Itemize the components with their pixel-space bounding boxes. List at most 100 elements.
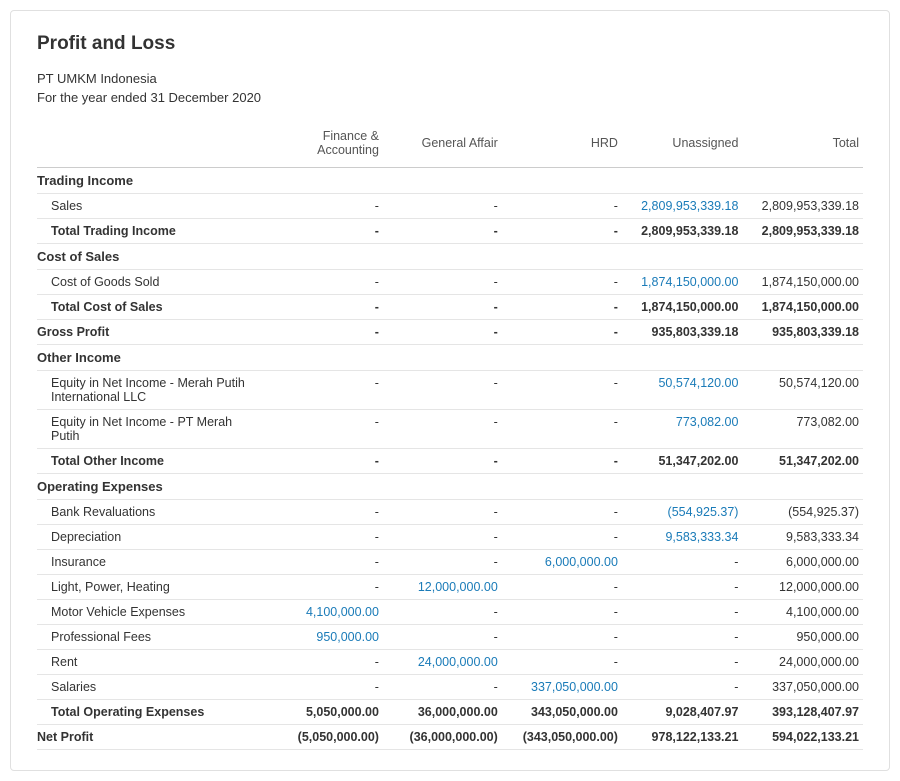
table-row: Professional Fees950,000.00---950,000.00 bbox=[37, 625, 863, 650]
cell: - bbox=[265, 675, 383, 700]
company-name: PT UMKM Indonesia bbox=[37, 71, 863, 86]
pl-table: Finance & AccountingGeneral AffairHRDUna… bbox=[37, 123, 863, 750]
cell: 9,028,407.97 bbox=[622, 700, 743, 725]
amount-link[interactable]: 24,000,000.00 bbox=[383, 650, 502, 675]
row-label: Depreciation bbox=[37, 525, 265, 550]
col-header: Finance & Accounting bbox=[265, 123, 383, 168]
row-label: Equity in Net Income - PT Merah Putih bbox=[37, 410, 265, 449]
cell: - bbox=[383, 675, 502, 700]
amount-link[interactable]: 9,583,333.34 bbox=[622, 525, 743, 550]
amount-link[interactable]: 50,574,120.00 bbox=[622, 371, 743, 410]
amount-link[interactable]: 773,082.00 bbox=[622, 410, 743, 449]
cell: - bbox=[502, 270, 622, 295]
cell: - bbox=[383, 270, 502, 295]
section-header: Trading Income bbox=[37, 168, 863, 194]
cell: - bbox=[622, 600, 743, 625]
cell: - bbox=[265, 650, 383, 675]
cell: - bbox=[383, 525, 502, 550]
section-header: Operating Expenses bbox=[37, 474, 863, 500]
row-label: Rent bbox=[37, 650, 265, 675]
cell: - bbox=[383, 194, 502, 219]
cell: 1,874,150,000.00 bbox=[742, 295, 863, 320]
total-label: Total Trading Income bbox=[37, 219, 265, 244]
report-title: Profit and Loss bbox=[37, 33, 863, 55]
cell: 393,128,407.97 bbox=[742, 700, 863, 725]
cell: - bbox=[502, 500, 622, 525]
total-label: Total Other Income bbox=[37, 449, 265, 474]
table-row: Sales---2,809,953,339.182,809,953,339.18 bbox=[37, 194, 863, 219]
col-header: HRD bbox=[502, 123, 622, 168]
row-label: Sales bbox=[37, 194, 265, 219]
cell: 5,050,000.00 bbox=[265, 700, 383, 725]
section-name: Operating Expenses bbox=[37, 474, 863, 500]
cell: - bbox=[265, 295, 383, 320]
cell: 9,583,333.34 bbox=[742, 525, 863, 550]
amount-link[interactable]: (554,925.37) bbox=[622, 500, 743, 525]
cell: - bbox=[502, 575, 622, 600]
cell: - bbox=[265, 410, 383, 449]
cell: (343,050,000.00) bbox=[502, 725, 622, 750]
cell: - bbox=[622, 550, 743, 575]
cell: 12,000,000.00 bbox=[742, 575, 863, 600]
cell: - bbox=[502, 320, 622, 345]
cell: 4,100,000.00 bbox=[742, 600, 863, 625]
cell: - bbox=[502, 650, 622, 675]
total-row: Total Trading Income---2,809,953,339.182… bbox=[37, 219, 863, 244]
cell: - bbox=[383, 449, 502, 474]
cell: - bbox=[383, 500, 502, 525]
table-row: Equity in Net Income - Merah Putih Inter… bbox=[37, 371, 863, 410]
amount-link[interactable]: 12,000,000.00 bbox=[383, 575, 502, 600]
total-row: Total Other Income---51,347,202.0051,347… bbox=[37, 449, 863, 474]
amount-link[interactable]: 4,100,000.00 bbox=[265, 600, 383, 625]
cell: 343,050,000.00 bbox=[502, 700, 622, 725]
cell: - bbox=[265, 270, 383, 295]
cell: (554,925.37) bbox=[742, 500, 863, 525]
cell: 935,803,339.18 bbox=[622, 320, 743, 345]
cell: 51,347,202.00 bbox=[622, 449, 743, 474]
amount-link[interactable]: 2,809,953,339.18 bbox=[622, 194, 743, 219]
cell: 2,809,953,339.18 bbox=[742, 219, 863, 244]
table-row: Depreciation---9,583,333.349,583,333.34 bbox=[37, 525, 863, 550]
cell: 36,000,000.00 bbox=[383, 700, 502, 725]
cell: 24,000,000.00 bbox=[742, 650, 863, 675]
cell: - bbox=[502, 295, 622, 320]
amount-link[interactable]: 6,000,000.00 bbox=[502, 550, 622, 575]
cell: 978,122,133.21 bbox=[622, 725, 743, 750]
row-label: Insurance bbox=[37, 550, 265, 575]
cell: - bbox=[265, 525, 383, 550]
cell: 2,809,953,339.18 bbox=[742, 194, 863, 219]
total-label: Gross Profit bbox=[37, 320, 265, 345]
table-row: Salaries--337,050,000.00-337,050,000.00 bbox=[37, 675, 863, 700]
cell: 1,874,150,000.00 bbox=[742, 270, 863, 295]
cell: 2,809,953,339.18 bbox=[622, 219, 743, 244]
cell: - bbox=[502, 625, 622, 650]
col-header: Total bbox=[742, 123, 863, 168]
table-row: Motor Vehicle Expenses4,100,000.00---4,1… bbox=[37, 600, 863, 625]
cell: - bbox=[265, 219, 383, 244]
amount-link[interactable]: 950,000.00 bbox=[265, 625, 383, 650]
cell: - bbox=[383, 625, 502, 650]
cell: 594,022,133.21 bbox=[742, 725, 863, 750]
cell: - bbox=[502, 371, 622, 410]
amount-link[interactable]: 1,874,150,000.00 bbox=[622, 270, 743, 295]
cell: 950,000.00 bbox=[742, 625, 863, 650]
cell: - bbox=[383, 600, 502, 625]
table-row: Insurance--6,000,000.00-6,000,000.00 bbox=[37, 550, 863, 575]
cell: - bbox=[622, 575, 743, 600]
table-row: Light, Power, Heating-12,000,000.00--12,… bbox=[37, 575, 863, 600]
amount-link[interactable]: 337,050,000.00 bbox=[502, 675, 622, 700]
row-label: Professional Fees bbox=[37, 625, 265, 650]
table-row: Bank Revaluations---(554,925.37)(554,925… bbox=[37, 500, 863, 525]
cell: - bbox=[502, 600, 622, 625]
cell: 773,082.00 bbox=[742, 410, 863, 449]
col-header: General Affair bbox=[383, 123, 502, 168]
cell: - bbox=[383, 410, 502, 449]
cell: - bbox=[622, 625, 743, 650]
cell: 337,050,000.00 bbox=[742, 675, 863, 700]
cell: - bbox=[265, 320, 383, 345]
profit-loss-report: Profit and Loss PT UMKM Indonesia For th… bbox=[10, 10, 890, 771]
cell: - bbox=[502, 219, 622, 244]
table-row: Rent-24,000,000.00--24,000,000.00 bbox=[37, 650, 863, 675]
gross-profit-row: Gross Profit---935,803,339.18935,803,339… bbox=[37, 320, 863, 345]
cell: (36,000,000.00) bbox=[383, 725, 502, 750]
